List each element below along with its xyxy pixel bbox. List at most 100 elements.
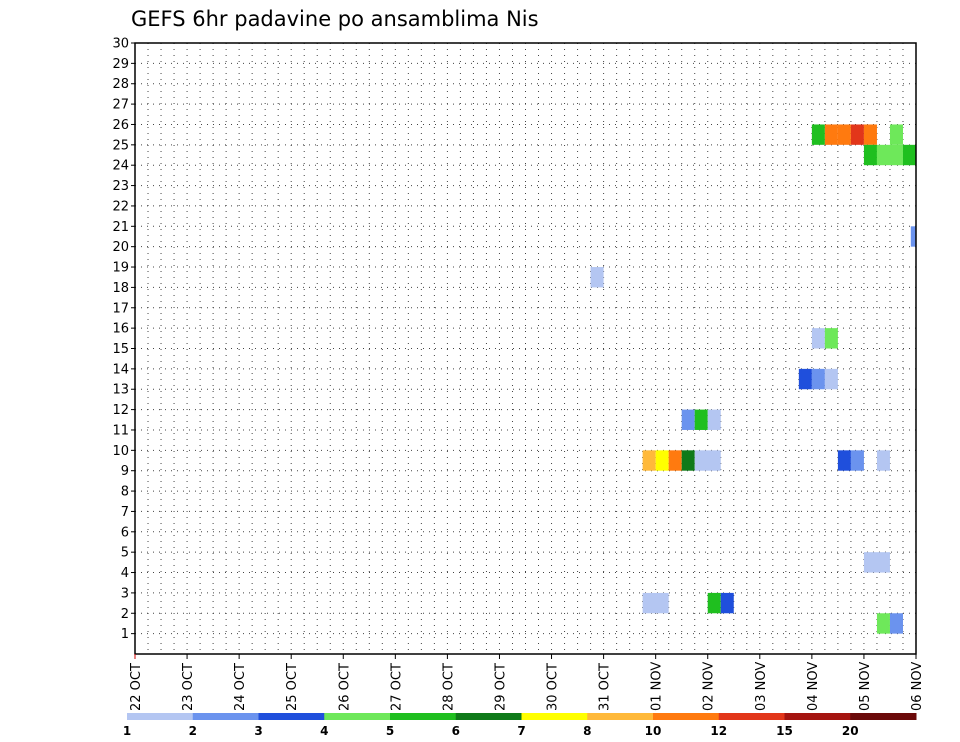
x-tick-label: 02 NOV	[702, 662, 717, 711]
y-tick-label: 1	[121, 627, 129, 642]
y-tick-label: 27	[112, 98, 129, 113]
colorbar-swatch	[127, 713, 194, 720]
precip-cell	[694, 409, 708, 430]
y-tick-label: 17	[112, 301, 129, 316]
chart-title: GEFS 6hr padavine po ansamblima Nis	[131, 7, 539, 31]
axes: 1234567891011121314151617181920212223242…	[112, 37, 925, 712]
precip-cell	[811, 124, 825, 145]
colorbar-label: 12	[710, 724, 727, 738]
y-tick-label: 3	[121, 586, 129, 601]
precip-cell	[850, 124, 864, 145]
y-tick-label: 6	[121, 525, 129, 540]
y-tick-label: 5	[121, 546, 129, 561]
colorbar-label: 5	[386, 724, 394, 738]
colorbar-label: 4	[320, 724, 328, 738]
x-tick-label: 30 OCT	[546, 663, 561, 711]
colorbar-label: 8	[583, 724, 591, 738]
precip-cell	[889, 613, 903, 634]
x-tick-label: 29 OCT	[493, 663, 508, 711]
y-tick-label: 11	[112, 423, 129, 438]
precip-cell	[668, 450, 682, 471]
precip-cell	[902, 144, 916, 166]
precip-cell	[811, 328, 825, 349]
precip-cell	[824, 368, 838, 390]
precip-cell	[863, 144, 877, 166]
y-tick-label: 10	[112, 444, 129, 459]
y-tick-label: 2	[121, 607, 129, 622]
x-tick-label: 03 NOV	[754, 662, 769, 711]
precip-cell	[863, 124, 877, 145]
colorbar-swatch	[653, 713, 720, 720]
y-tick-label: 29	[112, 57, 129, 72]
y-tick-label: 21	[112, 220, 129, 235]
precip-cell	[837, 124, 851, 145]
colorbar-swatch	[521, 713, 588, 720]
colorbar-swatch	[455, 713, 522, 720]
colorbar-label: 2	[189, 724, 197, 738]
precip-cell	[824, 328, 838, 349]
y-tick-label: 16	[112, 322, 129, 337]
x-tick-label: 06 NOV	[910, 662, 925, 711]
y-tick-label: 9	[121, 464, 129, 479]
y-tick-label: 23	[112, 179, 129, 194]
colorbar-label: 15	[776, 724, 793, 738]
x-tick-label: 31 OCT	[598, 663, 613, 711]
x-tick-label: 23 OCT	[181, 663, 196, 711]
precip-cell	[876, 144, 903, 166]
precip-cell	[824, 124, 838, 145]
colorbar-swatch	[324, 713, 391, 720]
x-tick-label: 01 NOV	[650, 662, 665, 711]
y-tick-label: 15	[112, 342, 129, 357]
precip-cell	[850, 450, 864, 471]
x-tick-label: 22 OCT	[129, 663, 144, 711]
x-tick-label: 26 OCT	[337, 663, 352, 711]
y-tick-label: 30	[112, 37, 129, 52]
x-tick-label: 24 OCT	[233, 663, 248, 711]
y-tick-label: 7	[121, 505, 129, 520]
colorbar: 1 2 3 4 5 6 7 8 10 12 15 20	[123, 713, 917, 738]
colorbar-label: 3	[254, 724, 262, 738]
colorbar-label: 1	[123, 724, 131, 738]
colorbar-label: 6	[452, 724, 460, 738]
colorbar-label: 10	[645, 724, 662, 738]
precip-cell	[837, 450, 851, 471]
precip-cell	[798, 368, 812, 390]
x-tick-label: 04 NOV	[806, 662, 821, 711]
precip-cell	[811, 368, 825, 390]
precip-cell	[655, 450, 669, 471]
y-tick-label: 28	[112, 77, 129, 92]
y-tick-label: 22	[112, 199, 129, 214]
y-tick-label: 26	[112, 118, 129, 133]
precip-cell	[863, 552, 890, 573]
colorbar-label: 20	[842, 724, 859, 738]
y-tick-label: 4	[121, 566, 129, 581]
colorbar-swatch	[784, 713, 851, 720]
x-tick-label: 27 OCT	[389, 663, 404, 711]
y-tick-label: 13	[112, 383, 129, 398]
precip-cell	[720, 592, 734, 614]
colorbar-swatch	[587, 713, 654, 720]
precip-cell	[694, 450, 721, 471]
y-tick-label: 19	[112, 261, 129, 276]
colorbar-label: 7	[517, 724, 525, 738]
y-tick-label: 18	[112, 281, 129, 296]
precip-cell	[681, 450, 695, 471]
precip-cell	[642, 592, 669, 614]
y-tick-label: 24	[112, 159, 129, 174]
precip-cell	[876, 450, 890, 471]
colorbar-swatch	[850, 713, 917, 720]
y-tick-label: 8	[121, 485, 129, 500]
y-tick-label: 25	[112, 138, 129, 153]
precip-cell	[707, 409, 721, 430]
y-tick-label: 12	[112, 403, 129, 418]
precip-cell	[707, 592, 721, 614]
grid-lines	[135, 42, 916, 654]
data-cells	[590, 124, 916, 634]
precip-cell	[642, 450, 656, 471]
colorbar-swatch	[258, 713, 325, 720]
colorbar-swatch	[192, 713, 259, 720]
x-tick-label: 05 NOV	[858, 662, 873, 711]
precip-cell	[889, 124, 903, 145]
x-tick-label: 28 OCT	[441, 663, 456, 711]
precip-cell	[681, 409, 695, 430]
